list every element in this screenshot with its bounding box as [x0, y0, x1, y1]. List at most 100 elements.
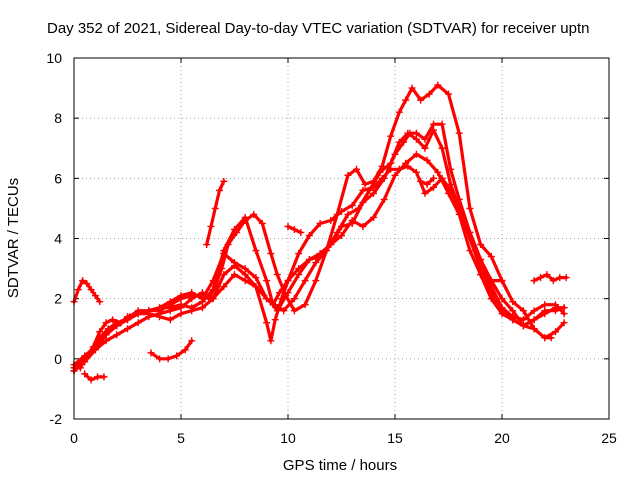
- x-tick-label: 0: [70, 430, 78, 446]
- data-point: [408, 84, 416, 92]
- data-point: [530, 325, 538, 333]
- data-point: [295, 250, 303, 258]
- data-point: [430, 126, 438, 134]
- data-point: [198, 289, 206, 297]
- data-point: [305, 256, 313, 264]
- data-point: [74, 286, 82, 294]
- data-point: [250, 210, 258, 218]
- data-point: [295, 265, 303, 273]
- data-point: [91, 346, 99, 354]
- data-point: [166, 301, 174, 309]
- data-point: [438, 144, 446, 152]
- data-point: [487, 253, 495, 261]
- data-point: [102, 337, 110, 345]
- data-point: [466, 247, 474, 255]
- data-point: [519, 322, 527, 330]
- data-point: [509, 298, 517, 306]
- data-point: [188, 304, 196, 312]
- data-point: [156, 310, 164, 318]
- data-point: [134, 310, 142, 318]
- data-point: [560, 304, 568, 312]
- data-point: [338, 207, 345, 215]
- data-point: [498, 277, 506, 285]
- data-point: [241, 265, 249, 273]
- data-point: [352, 165, 360, 173]
- data-point: [316, 219, 324, 227]
- data-point: [301, 301, 309, 309]
- data-point: [301, 277, 309, 285]
- data-point: [509, 307, 517, 315]
- data-point: [537, 274, 545, 282]
- series-line: [72, 122, 566, 370]
- data-point: [290, 307, 298, 315]
- data-point: [404, 162, 412, 170]
- data-point: [102, 319, 110, 327]
- series-group: [70, 81, 570, 384]
- data-point: [91, 292, 99, 300]
- data-point: [466, 228, 474, 236]
- data-point: [438, 120, 446, 128]
- data-point: [173, 352, 181, 360]
- data-point: [338, 231, 345, 239]
- data-point: [560, 310, 568, 318]
- x-tick-label: 20: [494, 430, 510, 446]
- data-point: [380, 195, 388, 203]
- data-point: [81, 370, 89, 378]
- data-point: [166, 307, 174, 315]
- data-point: [560, 319, 568, 327]
- data-point: [434, 168, 442, 176]
- data-point: [96, 328, 104, 336]
- series-line: [72, 128, 566, 373]
- data-point: [530, 277, 538, 285]
- data-point: [113, 322, 121, 330]
- data-point: [198, 298, 206, 306]
- data-point: [241, 216, 249, 224]
- series-segment-d: [203, 177, 228, 249]
- data-point: [541, 307, 549, 315]
- data-point: [267, 337, 275, 345]
- data-point: [147, 349, 155, 357]
- data-point: [211, 204, 219, 212]
- data-point: [348, 201, 356, 209]
- data-point: [258, 219, 266, 227]
- data-point: [391, 171, 399, 179]
- data-point: [370, 213, 378, 221]
- data-point: [177, 310, 185, 318]
- data-point: [477, 256, 485, 264]
- data-point: [252, 247, 260, 255]
- data-point: [220, 271, 228, 279]
- series-segment-e: [284, 222, 305, 236]
- data-point: [387, 159, 395, 167]
- data-point: [209, 295, 217, 303]
- data-point: [402, 96, 410, 104]
- data-point: [323, 247, 331, 255]
- data-point: [498, 295, 506, 303]
- data-point: [541, 334, 549, 342]
- data-point: [224, 241, 232, 249]
- data-point: [370, 177, 378, 185]
- data-point: [423, 180, 431, 188]
- data-point: [447, 186, 455, 194]
- data-point: [284, 222, 292, 230]
- data-point: [530, 307, 538, 315]
- data-point: [263, 319, 271, 327]
- data-point: [487, 277, 495, 285]
- data-point: [417, 96, 425, 104]
- data-point: [96, 298, 104, 306]
- data-point: [267, 250, 275, 258]
- data-point: [552, 307, 559, 315]
- data-point: [562, 274, 570, 282]
- data-point: [359, 186, 367, 194]
- data-point: [275, 289, 283, 297]
- series-line: [149, 339, 194, 361]
- data-point: [412, 168, 420, 176]
- y-tick-label: 4: [54, 231, 62, 247]
- data-point: [166, 316, 174, 324]
- series-segment-a: [70, 277, 104, 306]
- data-point: [438, 174, 446, 182]
- x-tick-label: 15: [387, 430, 403, 446]
- data-point: [412, 129, 420, 137]
- data-point: [498, 310, 506, 318]
- data-point: [231, 262, 238, 270]
